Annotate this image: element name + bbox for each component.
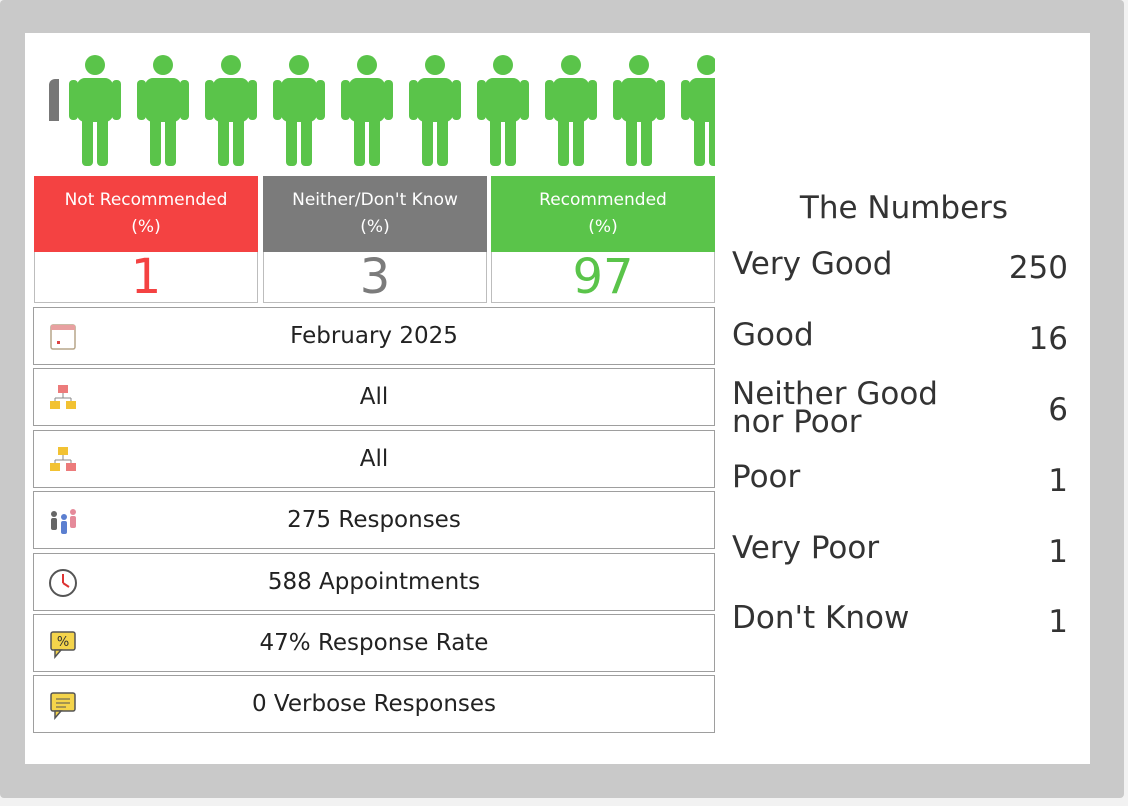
person-icon (137, 55, 189, 166)
response-rate-value: 47% Response Rate (259, 630, 489, 656)
response-rate-row[interactable]: % 47% Response Rate (33, 614, 715, 672)
numbers-row: Poor 1 (732, 459, 1068, 503)
comment-icon (50, 692, 76, 720)
numbers-row: Neither Good nor Poor 6 (732, 378, 1068, 442)
calendar-icon (50, 324, 76, 350)
people-group-icon (51, 509, 76, 534)
numbers-title: The Numbers (799, 190, 1009, 226)
numbers-row-label: Don't Know (732, 600, 910, 636)
neither-stat: Neither/Don't Know (%) 3 (263, 176, 487, 303)
responses-value: 275 Responses (287, 507, 461, 533)
verbose-value: 0 Verbose Responses (251, 691, 497, 717)
appointments-value: 588 Appointments (267, 569, 481, 595)
person-icon (205, 55, 257, 166)
person-icon (341, 55, 393, 166)
org-chart-alt-icon (50, 447, 76, 471)
numbers-row-value: 16 (1028, 321, 1068, 357)
person-icon (49, 79, 59, 121)
verbose-row[interactable]: 0 Verbose Responses (33, 675, 715, 733)
percent-speech-icon: % (50, 631, 76, 659)
person-icon (613, 55, 665, 166)
numbers-row-label: Very Good (732, 246, 893, 282)
person-icon (681, 55, 715, 166)
person-icon (409, 55, 461, 166)
filter-1-value: All (359, 384, 389, 410)
numbers-row-value: 1 (1048, 534, 1068, 570)
numbers-row-label: Good (732, 317, 814, 353)
recommended-unit: (%) (588, 217, 618, 237)
filter-2-value: All (359, 446, 389, 472)
numbers-row: Very Good 250 (732, 246, 1068, 290)
neither-unit: (%) (360, 217, 390, 237)
not-recommended-unit: (%) (131, 217, 161, 237)
clock-icon (49, 569, 77, 597)
responses-row[interactable]: 275 Responses (33, 491, 715, 549)
numbers-row-label: Very Poor (732, 530, 880, 566)
svg-text:%: % (57, 635, 69, 650)
neither-label: Neither/Don't Know (292, 190, 458, 210)
org-chart-icon (50, 385, 76, 409)
neither-header: Neither/Don't Know (%) (263, 176, 487, 252)
appointments-row[interactable]: 588 Appointments (33, 553, 715, 611)
filter-row-1[interactable]: All (33, 368, 715, 426)
numbers-row-value: 1 (1048, 463, 1068, 499)
not-recommended-label: Not Recommended (64, 190, 228, 210)
not-recommended-stat: Not Recommended (%) 1 (34, 176, 258, 303)
numbers-row-label: Poor (732, 459, 801, 495)
period-value: February 2025 (290, 323, 458, 349)
numbers-row: Don't Know 1 (732, 600, 1068, 644)
not-recommended-value: 1 (34, 252, 258, 303)
numbers-row-value: 6 (1048, 392, 1068, 428)
person-icon (477, 55, 529, 166)
person-icon (545, 55, 597, 166)
recommended-label: Recommended (539, 190, 667, 210)
neither-value: 3 (263, 252, 487, 303)
not-recommended-header: Not Recommended (%) (34, 176, 258, 252)
people-pictogram (47, 50, 715, 170)
person-icon (69, 55, 121, 166)
person-icon (273, 55, 325, 166)
numbers-row-value: 1 (1048, 604, 1068, 640)
recommended-header: Recommended (%) (491, 176, 715, 252)
filter-row-2[interactable]: All (33, 430, 715, 488)
numbers-row: Very Poor 1 (732, 530, 1068, 574)
recommended-value: 97 (491, 252, 715, 303)
recommended-stat: Recommended (%) 97 (491, 176, 715, 303)
numbers-row-label: Neither Good nor Poor (732, 376, 938, 440)
numbers-row-value: 250 (1008, 250, 1068, 286)
numbers-row: Good 16 (732, 317, 1068, 361)
period-row[interactable]: February 2025 (33, 307, 715, 365)
